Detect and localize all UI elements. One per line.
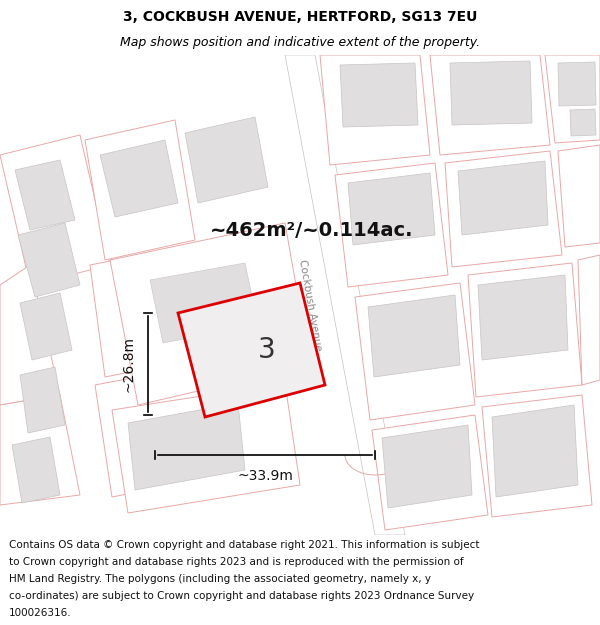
- Text: 3, COCKBUSH AVENUE, HERTFORD, SG13 7EU: 3, COCKBUSH AVENUE, HERTFORD, SG13 7EU: [123, 10, 477, 24]
- Polygon shape: [558, 62, 596, 106]
- Polygon shape: [545, 55, 600, 143]
- Text: ~33.9m: ~33.9m: [237, 469, 293, 483]
- Polygon shape: [0, 265, 60, 405]
- Polygon shape: [320, 55, 430, 165]
- Polygon shape: [368, 295, 460, 377]
- Text: HM Land Registry. The polygons (including the associated geometry, namely x, y: HM Land Registry. The polygons (includin…: [9, 574, 431, 584]
- Polygon shape: [478, 275, 568, 360]
- Text: Map shows position and indicative extent of the property.: Map shows position and indicative extent…: [120, 36, 480, 49]
- Polygon shape: [372, 415, 488, 530]
- Polygon shape: [458, 161, 548, 235]
- Text: co-ordinates) are subject to Crown copyright and database rights 2023 Ordnance S: co-ordinates) are subject to Crown copyr…: [9, 591, 474, 601]
- Polygon shape: [355, 283, 475, 420]
- Polygon shape: [110, 223, 310, 405]
- Polygon shape: [578, 255, 600, 385]
- Polygon shape: [128, 403, 245, 490]
- Polygon shape: [90, 243, 215, 377]
- Polygon shape: [18, 223, 80, 297]
- Polygon shape: [15, 160, 75, 230]
- Polygon shape: [492, 405, 578, 497]
- Text: to Crown copyright and database rights 2023 and is reproduced with the permissio: to Crown copyright and database rights 2…: [9, 557, 464, 567]
- Polygon shape: [445, 151, 562, 267]
- Polygon shape: [12, 437, 60, 503]
- Polygon shape: [348, 173, 435, 245]
- Polygon shape: [20, 367, 65, 433]
- Text: ~26.8m: ~26.8m: [122, 336, 136, 392]
- Polygon shape: [100, 140, 178, 217]
- Polygon shape: [482, 395, 592, 517]
- Polygon shape: [0, 395, 80, 505]
- Polygon shape: [450, 61, 532, 125]
- Text: ~462m²/~0.114ac.: ~462m²/~0.114ac.: [210, 221, 413, 239]
- Polygon shape: [382, 425, 472, 508]
- Polygon shape: [185, 117, 268, 203]
- Polygon shape: [335, 163, 448, 287]
- Polygon shape: [430, 55, 550, 155]
- Polygon shape: [0, 135, 110, 285]
- Polygon shape: [95, 363, 225, 497]
- Polygon shape: [20, 293, 72, 360]
- Polygon shape: [340, 63, 418, 127]
- Text: Cockbush Avenue: Cockbush Avenue: [297, 258, 323, 352]
- Polygon shape: [558, 145, 600, 247]
- Text: 100026316.: 100026316.: [9, 608, 71, 618]
- Polygon shape: [285, 55, 405, 535]
- Polygon shape: [85, 120, 195, 260]
- Polygon shape: [112, 383, 300, 513]
- Text: Contains OS data © Crown copyright and database right 2021. This information is : Contains OS data © Crown copyright and d…: [9, 539, 479, 549]
- Polygon shape: [570, 109, 596, 136]
- Polygon shape: [150, 263, 258, 343]
- Polygon shape: [468, 263, 582, 397]
- Text: 3: 3: [258, 336, 276, 364]
- Polygon shape: [178, 283, 325, 417]
